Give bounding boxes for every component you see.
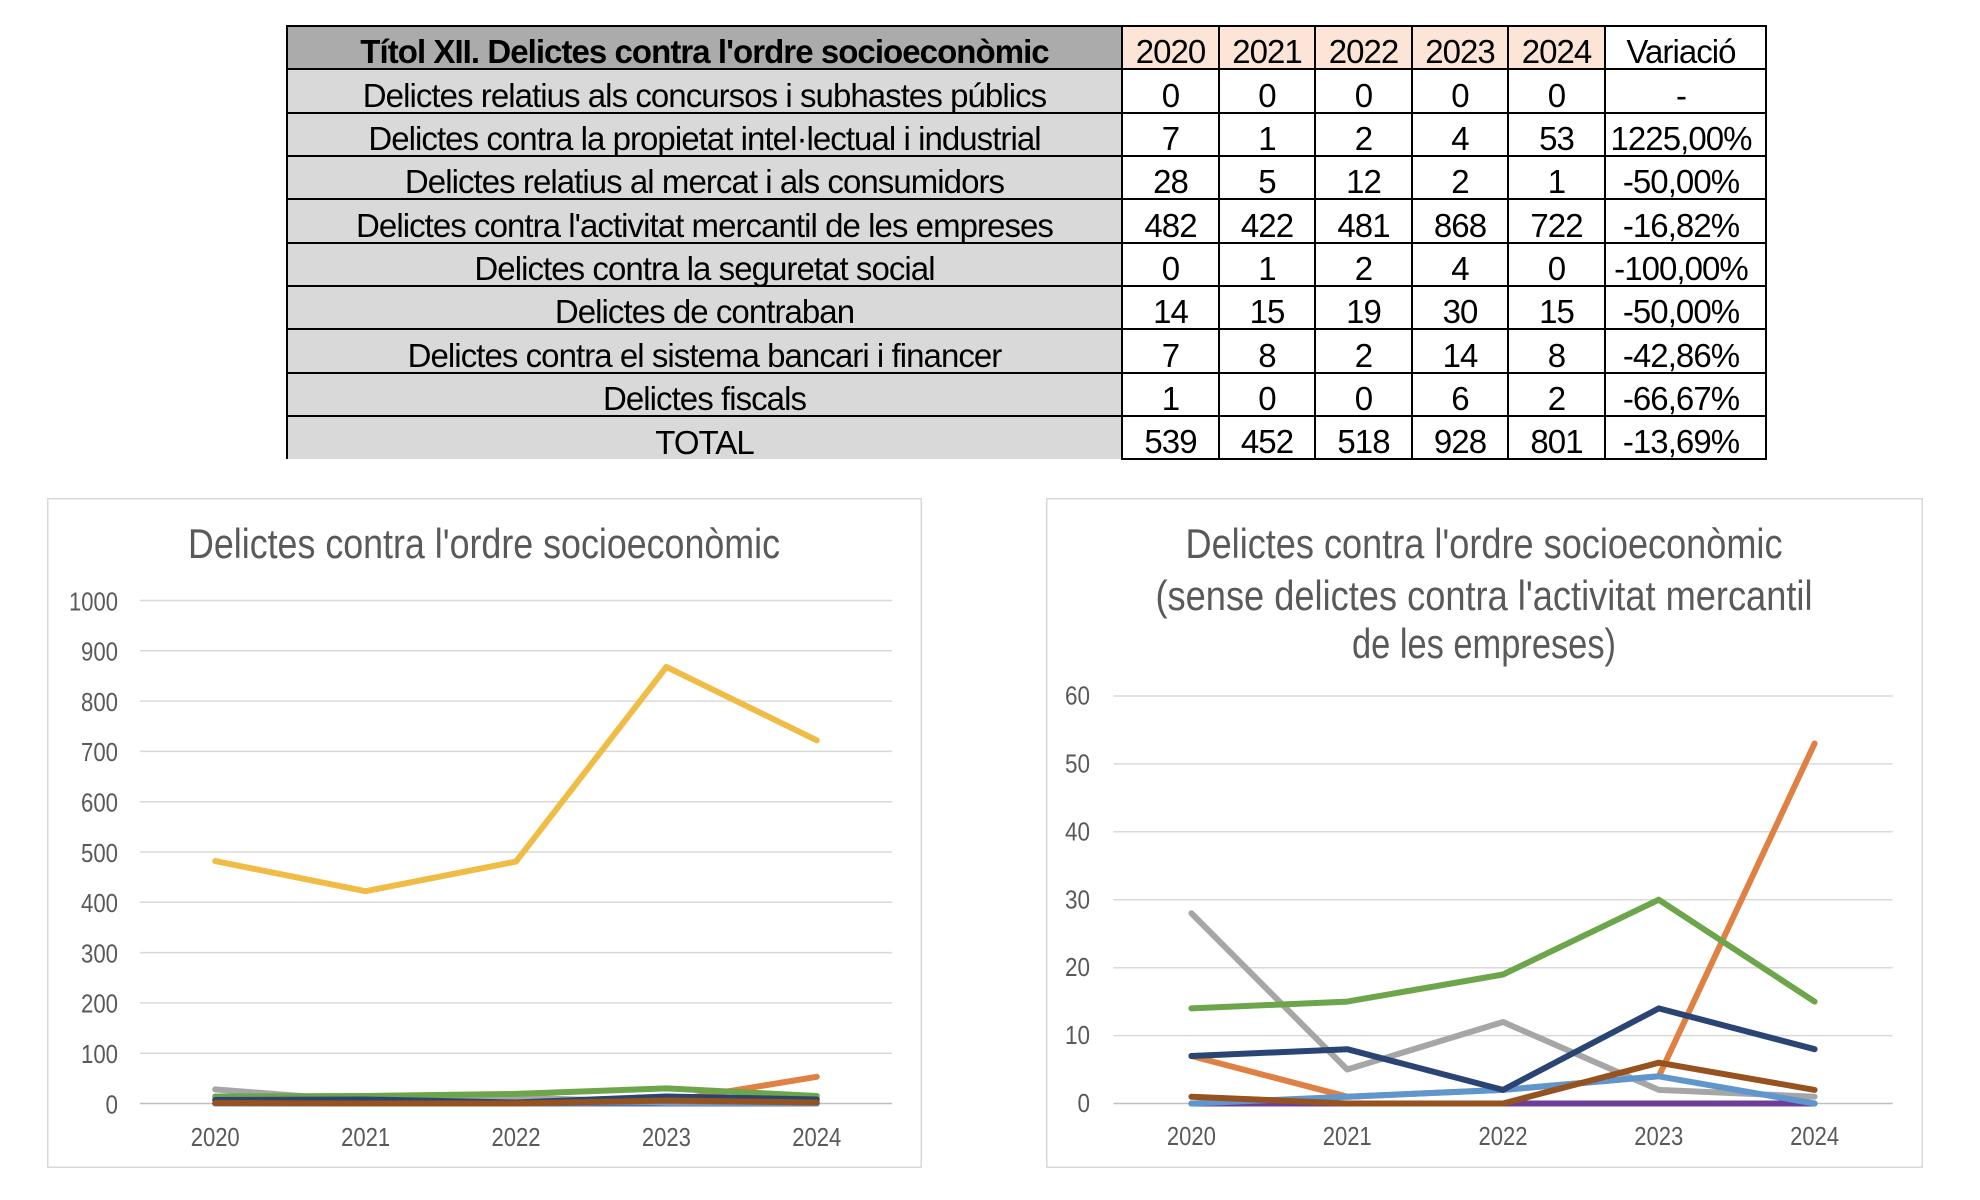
svg-text:(sense delictes contra l'activ: (sense delictes contra l'activitat merca… (1156, 572, 1813, 619)
svg-text:2022: 2022 (492, 1122, 541, 1152)
svg-text:Delictes contra l'ordre socioe: Delictes contra l'ordre socioeconòmic (1186, 520, 1783, 567)
svg-text:de les empreses): de les empreses) (1352, 620, 1616, 667)
svg-text:2020: 2020 (1167, 1121, 1216, 1151)
svg-text:40: 40 (1065, 816, 1090, 846)
svg-text:2021: 2021 (341, 1122, 390, 1152)
svg-text:0: 0 (1078, 1088, 1091, 1118)
svg-text:1000: 1000 (69, 586, 118, 616)
svg-text:2023: 2023 (1634, 1121, 1683, 1151)
svg-text:50: 50 (1065, 748, 1090, 778)
svg-text:2021: 2021 (1323, 1121, 1372, 1151)
svg-text:0: 0 (106, 1089, 119, 1119)
svg-text:2020: 2020 (191, 1122, 240, 1152)
svg-text:900: 900 (81, 637, 118, 667)
svg-text:10: 10 (1065, 1020, 1090, 1050)
svg-text:800: 800 (81, 687, 118, 717)
svg-text:60: 60 (1065, 681, 1090, 711)
svg-text:200: 200 (81, 989, 118, 1019)
svg-text:2024: 2024 (1790, 1121, 1839, 1151)
svg-text:2024: 2024 (792, 1122, 841, 1152)
svg-text:700: 700 (81, 737, 118, 767)
svg-text:100: 100 (81, 1039, 118, 1069)
svg-text:500: 500 (81, 838, 118, 868)
svg-text:600: 600 (81, 788, 118, 818)
svg-text:Delictes contra l'ordre socioe: Delictes contra l'ordre socioeconòmic (188, 520, 780, 567)
svg-text:30: 30 (1065, 884, 1090, 914)
svg-text:300: 300 (81, 938, 118, 968)
svg-text:2023: 2023 (642, 1122, 691, 1152)
svg-text:400: 400 (81, 888, 118, 918)
svg-text:2022: 2022 (1479, 1121, 1528, 1151)
svg-text:20: 20 (1065, 952, 1090, 982)
